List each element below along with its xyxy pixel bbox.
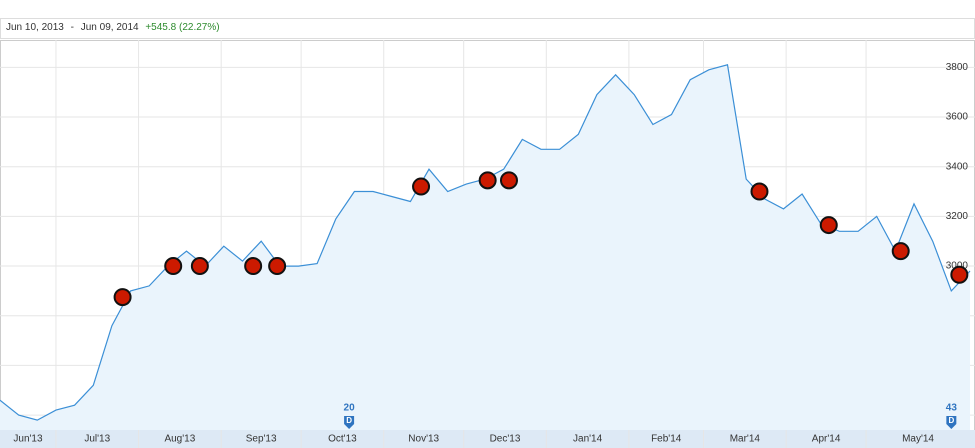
x-tick-label: Nov'13 <box>408 434 439 445</box>
event-marker <box>244 257 263 276</box>
y-tick-label: 3600 <box>946 112 969 123</box>
event-marker <box>412 177 431 196</box>
range-separator: - <box>70 22 74 33</box>
x-tick-label: Jan'14 <box>573 434 603 445</box>
event-marker <box>891 242 910 261</box>
x-tick-label: Jun'13 <box>13 434 43 445</box>
event-marker <box>164 257 183 276</box>
flag-count: 43 <box>946 403 958 414</box>
event-marker <box>268 257 287 276</box>
y-tick-label: 3400 <box>946 161 969 172</box>
area <box>0 64 970 431</box>
x-tick-label: Mar'14 <box>730 434 761 445</box>
event-marker <box>478 171 497 190</box>
y-tick-label: 3800 <box>946 62 969 73</box>
x-tick-label: Aug'13 <box>164 434 195 445</box>
flag-shield <box>344 416 355 429</box>
event-marker <box>950 265 969 284</box>
x-tick-label: Oct'13 <box>328 434 357 445</box>
event-marker <box>113 288 132 307</box>
x-tick-label: Feb'14 <box>651 434 682 445</box>
x-tick-label: Dec'13 <box>490 434 521 445</box>
range-start: Jun 10, 2013 <box>6 22 64 33</box>
x-tick-label: Jul'13 <box>84 434 110 445</box>
event-marker <box>499 171 518 190</box>
range-end: Jun 09, 2014 <box>80 22 139 33</box>
x-tick-label: Sep'13 <box>246 434 277 445</box>
flag: D 43 <box>946 403 958 429</box>
flag-shield <box>946 416 957 429</box>
y-tick-label: 3200 <box>946 211 969 222</box>
date-range: Jun 10, 2013 - Jun 09, 2014 +545.8 (22.2… <box>0 18 224 38</box>
flag-letter: D <box>346 416 352 425</box>
x-tick-label: Apr'14 <box>812 434 841 445</box>
x-axis-band <box>0 430 975 448</box>
flag-letter: D <box>948 416 954 425</box>
range-change: +545.8 (22.27%) <box>145 22 220 33</box>
event-marker <box>190 257 209 276</box>
flag: D 20 <box>344 403 356 429</box>
x-tick-label: May'14 <box>902 434 934 445</box>
event-marker <box>819 216 838 235</box>
flag-count: 20 <box>344 403 356 414</box>
event-marker <box>750 182 769 201</box>
